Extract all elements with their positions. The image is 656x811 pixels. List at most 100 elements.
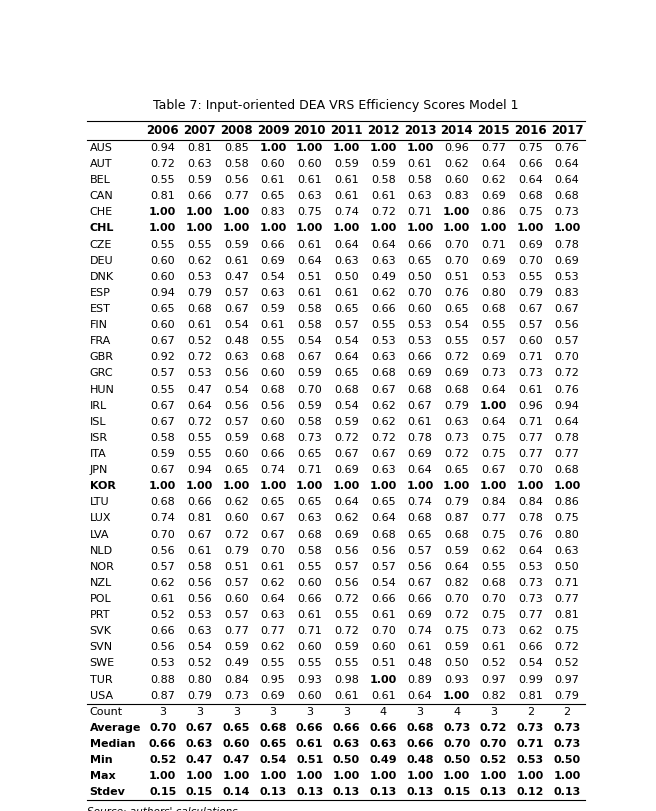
Text: 0.64: 0.64: [371, 513, 396, 523]
Text: 0.62: 0.62: [481, 175, 506, 185]
Text: 0.77: 0.77: [554, 594, 579, 604]
Text: 0.67: 0.67: [187, 530, 212, 539]
Text: 2: 2: [564, 706, 571, 717]
Text: 1.00: 1.00: [186, 771, 213, 781]
Text: 0.49: 0.49: [224, 659, 249, 668]
Text: 0.80: 0.80: [554, 530, 579, 539]
Text: 0.84: 0.84: [224, 675, 249, 684]
Text: 0.61: 0.61: [297, 288, 322, 298]
Text: 0.67: 0.67: [407, 578, 432, 588]
Text: 0.73: 0.73: [554, 208, 579, 217]
Text: 0.54: 0.54: [259, 755, 287, 765]
Text: 0.69: 0.69: [334, 465, 359, 475]
Text: 0.64: 0.64: [334, 239, 359, 250]
Text: Stdev: Stdev: [90, 787, 125, 797]
Text: 0.68: 0.68: [407, 384, 432, 394]
Text: 0.53: 0.53: [481, 272, 506, 281]
Text: 0.81: 0.81: [150, 191, 175, 201]
Text: 0.69: 0.69: [481, 191, 506, 201]
Text: 0.70: 0.70: [407, 288, 432, 298]
Text: POL: POL: [90, 594, 112, 604]
Text: 0.75: 0.75: [518, 208, 543, 217]
Text: 0.76: 0.76: [554, 384, 579, 394]
Text: 0.64: 0.64: [297, 255, 322, 266]
Text: 0.14: 0.14: [222, 787, 250, 797]
Text: 0.58: 0.58: [224, 159, 249, 169]
Text: 0.55: 0.55: [260, 659, 285, 668]
Text: 0.60: 0.60: [150, 255, 175, 266]
Text: 0.57: 0.57: [481, 337, 506, 346]
Text: 0.55: 0.55: [334, 610, 359, 620]
Text: 0.85: 0.85: [224, 143, 249, 152]
Text: 0.63: 0.63: [186, 739, 213, 749]
Text: 0.73: 0.73: [297, 433, 322, 443]
Text: 0.56: 0.56: [187, 594, 212, 604]
Text: 0.66: 0.66: [371, 594, 396, 604]
Text: 0.81: 0.81: [518, 691, 543, 701]
Text: 1.00: 1.00: [406, 223, 434, 234]
Text: 0.60: 0.60: [224, 449, 249, 459]
Text: 0.75: 0.75: [554, 513, 579, 523]
Text: 0.55: 0.55: [481, 562, 506, 572]
Text: 0.54: 0.54: [334, 401, 359, 410]
Text: 0.64: 0.64: [481, 417, 506, 427]
Text: CZE: CZE: [90, 239, 112, 250]
Text: 0.61: 0.61: [334, 288, 359, 298]
Text: 0.63: 0.63: [407, 191, 432, 201]
Text: 0.83: 0.83: [444, 191, 469, 201]
Text: 0.78: 0.78: [407, 433, 432, 443]
Text: 0.59: 0.59: [297, 401, 322, 410]
Text: 0.65: 0.65: [222, 723, 250, 733]
Text: 0.92: 0.92: [150, 352, 175, 363]
Text: 0.15: 0.15: [186, 787, 213, 797]
Text: 1.00: 1.00: [186, 481, 213, 491]
Text: GBR: GBR: [90, 352, 113, 363]
Text: 0.61: 0.61: [297, 175, 322, 185]
Text: 0.65: 0.65: [297, 497, 322, 508]
Text: 0.67: 0.67: [150, 401, 175, 410]
Text: 0.84: 0.84: [518, 497, 543, 508]
Text: 0.57: 0.57: [334, 562, 359, 572]
Text: 1.00: 1.00: [443, 208, 470, 217]
Text: 1.00: 1.00: [516, 223, 544, 234]
Text: 0.79: 0.79: [224, 546, 249, 556]
Text: 0.61: 0.61: [334, 691, 359, 701]
Text: CHE: CHE: [90, 208, 113, 217]
Text: 0.77: 0.77: [224, 626, 249, 636]
Text: 0.67: 0.67: [518, 304, 543, 314]
Text: 1.00: 1.00: [296, 143, 323, 152]
Text: 3: 3: [306, 706, 313, 717]
Text: 0.68: 0.68: [187, 304, 212, 314]
Text: 0.82: 0.82: [444, 578, 469, 588]
Text: 1.00: 1.00: [516, 771, 544, 781]
Text: 0.68: 0.68: [297, 530, 322, 539]
Text: 0.79: 0.79: [518, 288, 543, 298]
Text: 0.62: 0.62: [371, 401, 396, 410]
Text: GRC: GRC: [90, 368, 113, 379]
Text: 0.58: 0.58: [371, 175, 396, 185]
Text: 0.62: 0.62: [371, 288, 396, 298]
Text: 0.65: 0.65: [150, 304, 175, 314]
Text: 0.70: 0.70: [149, 723, 176, 733]
Text: 1.00: 1.00: [553, 771, 581, 781]
Text: 0.72: 0.72: [444, 610, 469, 620]
Text: 0.88: 0.88: [150, 675, 175, 684]
Text: 0.96: 0.96: [444, 143, 469, 152]
Text: 3: 3: [159, 706, 166, 717]
Text: 0.61: 0.61: [260, 562, 285, 572]
Text: 0.55: 0.55: [187, 449, 212, 459]
Text: 1.00: 1.00: [259, 771, 287, 781]
Text: 0.67: 0.67: [150, 337, 175, 346]
Text: AUS: AUS: [90, 143, 112, 152]
Text: 0.64: 0.64: [481, 384, 506, 394]
Text: 0.75: 0.75: [444, 626, 469, 636]
Text: 0.79: 0.79: [444, 497, 469, 508]
Text: 0.65: 0.65: [224, 465, 249, 475]
Text: 0.67: 0.67: [481, 465, 506, 475]
Text: 0.97: 0.97: [481, 675, 506, 684]
Text: 0.68: 0.68: [554, 465, 579, 475]
Text: 0.78: 0.78: [554, 433, 579, 443]
Text: 0.72: 0.72: [224, 530, 249, 539]
Text: 0.78: 0.78: [518, 513, 543, 523]
Text: 0.66: 0.66: [369, 723, 397, 733]
